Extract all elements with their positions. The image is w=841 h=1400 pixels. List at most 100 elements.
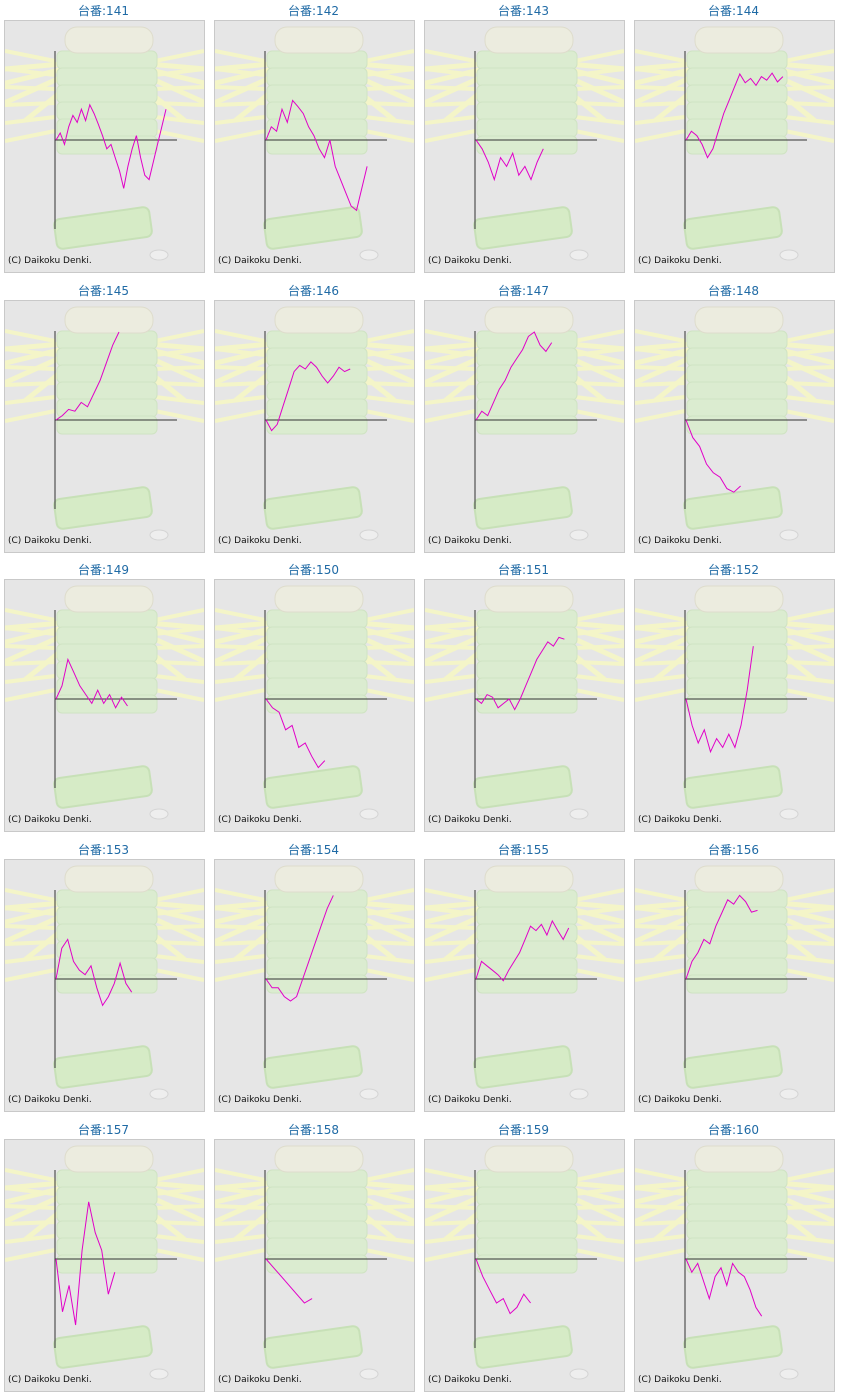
chart-frame: (C) Daikoku Denki. (214, 1139, 415, 1392)
chart-svg (425, 1145, 624, 1380)
chart-title: 台番:148 (708, 284, 759, 298)
chart-title: 台番:158 (288, 1123, 339, 1137)
chart-title: 台番:152 (708, 563, 759, 577)
chart-panel: 台番:157 (C) Daikoku Denki. (1, 1119, 206, 1396)
chart-frame: (C) Daikoku Denki. (4, 579, 205, 832)
chart-title: 台番:144 (708, 4, 759, 18)
chart-svg (635, 585, 834, 820)
series-line (55, 103, 167, 189)
chart-svg (5, 585, 204, 820)
chart-frame: (C) Daikoku Denki. (4, 20, 205, 273)
background-trays (473, 1145, 589, 1380)
chart-svg (215, 306, 414, 541)
series-line (475, 636, 565, 711)
chart-panel: 台番:149 (C) Daikoku Denki. (1, 559, 206, 836)
background-trays (53, 1145, 169, 1380)
chart-svg (425, 865, 624, 1100)
chart-panel: 台番:160 (C) Daikoku Denki. (631, 1119, 836, 1396)
background-trays (683, 865, 799, 1100)
copyright-credit: (C) Daikoku Denki. (218, 1375, 302, 1385)
chart-title: 台番:142 (288, 4, 339, 18)
series-line (265, 698, 326, 769)
chart-svg (425, 585, 624, 820)
chart-panel: 台番:144 (C) Daikoku Denki. (631, 0, 836, 277)
chart-panel: 台番:151 (C) Daikoku Denki. (421, 559, 626, 836)
background-trays (683, 26, 799, 261)
chart-panel: 台番:152 (C) Daikoku Denki. (631, 559, 836, 836)
chart-panel: 台番:153 (C) Daikoku Denki. (1, 839, 206, 1116)
series-line (685, 894, 758, 980)
chart-frame: (C) Daikoku Denki. (4, 300, 205, 553)
chart-frame: (C) Daikoku Denki. (214, 859, 415, 1112)
series-line (55, 1201, 116, 1326)
chart-title: 台番:160 (708, 1123, 759, 1137)
chart-title: 台番:155 (498, 843, 549, 857)
copyright-credit: (C) Daikoku Denki. (218, 1095, 302, 1105)
chart-title: 台番:159 (498, 1123, 549, 1137)
series-line (55, 657, 128, 709)
chart-svg (215, 1145, 414, 1380)
copyright-credit: (C) Daikoku Denki. (218, 536, 302, 546)
series-line (265, 361, 351, 432)
chart-panel: 台番:147 (C) Daikoku Denki. (421, 280, 626, 557)
background-trays (473, 306, 589, 541)
chart-frame: (C) Daikoku Denki. (424, 20, 625, 273)
background-trays (473, 865, 589, 1100)
copyright-credit: (C) Daikoku Denki. (8, 1375, 92, 1385)
series-line (55, 938, 133, 1007)
series-line (685, 1258, 763, 1317)
chart-title: 台番:145 (78, 284, 129, 298)
background-trays (683, 1145, 799, 1380)
chart-svg (425, 26, 624, 261)
copyright-credit: (C) Daikoku Denki. (8, 815, 92, 825)
copyright-credit: (C) Daikoku Denki. (428, 1095, 512, 1105)
background-trays (683, 585, 799, 820)
series-line (475, 919, 570, 982)
copyright-credit: (C) Daikoku Denki. (638, 256, 722, 266)
chart-svg (5, 306, 204, 541)
chart-panel: 台番:150 (C) Daikoku Denki. (211, 559, 416, 836)
chart-panel: 台番:148 (C) Daikoku Denki. (631, 280, 836, 557)
chart-frame: (C) Daikoku Denki. (214, 579, 415, 832)
series-line (55, 331, 120, 421)
background-trays (53, 585, 169, 820)
chart-title: 台番:151 (498, 563, 549, 577)
chart-frame: (C) Daikoku Denki. (214, 300, 415, 553)
background-trays (263, 1145, 379, 1380)
chart-svg (5, 1145, 204, 1380)
background-trays (263, 585, 379, 820)
background-trays (473, 26, 589, 261)
copyright-credit: (C) Daikoku Denki. (8, 1095, 92, 1105)
chart-frame: (C) Daikoku Denki. (424, 579, 625, 832)
chart-svg (215, 26, 414, 261)
chart-panel: 台番:143 (C) Daikoku Denki. (421, 0, 626, 277)
chart-frame: (C) Daikoku Denki. (424, 859, 625, 1112)
background-trays (263, 865, 379, 1100)
chart-title: 台番:143 (498, 4, 549, 18)
chart-frame: (C) Daikoku Denki. (424, 300, 625, 553)
chart-svg (5, 865, 204, 1100)
background-trays (263, 26, 379, 261)
background-trays (683, 306, 799, 541)
chart-svg (425, 306, 624, 541)
copyright-credit: (C) Daikoku Denki. (8, 256, 92, 266)
chart-frame: (C) Daikoku Denki. (4, 1139, 205, 1392)
chart-svg (215, 865, 414, 1100)
chart-frame: (C) Daikoku Denki. (4, 859, 205, 1112)
chart-panel: 台番:155 (C) Daikoku Denki. (421, 839, 626, 1116)
chart-svg (635, 306, 834, 541)
chart-panel: 台番:142 (C) Daikoku Denki. (211, 0, 416, 277)
chart-title: 台番:150 (288, 563, 339, 577)
chart-title: 台番:146 (288, 284, 339, 298)
chart-title: 台番:156 (708, 843, 759, 857)
chart-title: 台番:149 (78, 563, 129, 577)
chart-svg (215, 585, 414, 820)
copyright-credit: (C) Daikoku Denki. (218, 815, 302, 825)
series-line (265, 1258, 313, 1304)
chart-panel: 台番:141 (C) Daikoku Denki. (1, 0, 206, 277)
chart-frame: (C) Daikoku Denki. (634, 579, 835, 832)
chart-panel: 台番:145 (C) Daikoku Denki. (1, 280, 206, 557)
chart-title: 台番:147 (498, 284, 549, 298)
series-line (475, 331, 553, 421)
copyright-credit: (C) Daikoku Denki. (218, 256, 302, 266)
